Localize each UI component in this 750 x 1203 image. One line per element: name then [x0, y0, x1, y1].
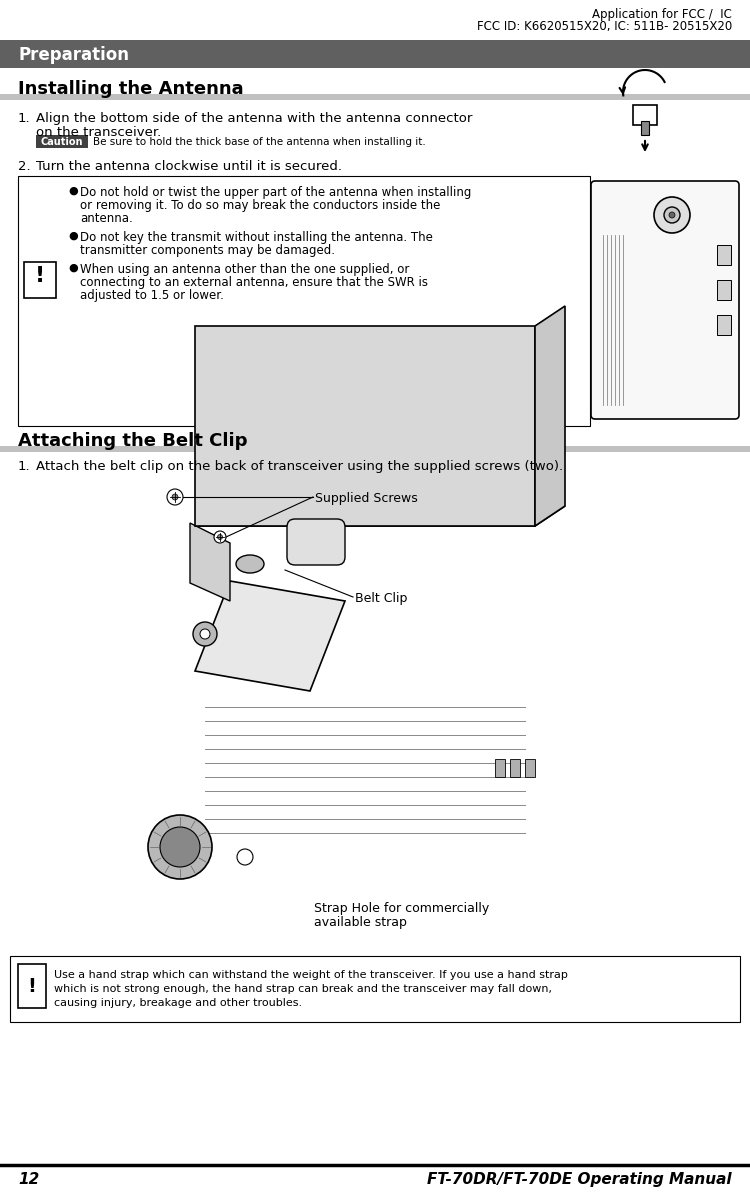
Text: 1.: 1.: [18, 112, 31, 125]
Bar: [0, 446, 750, 452]
Circle shape: [167, 488, 183, 505]
Text: transmitter components may be damaged.: transmitter components may be damaged.: [80, 244, 335, 257]
Bar: [641, 122, 649, 135]
Bar: [18, 176, 590, 426]
Text: ●: ●: [68, 186, 78, 196]
Text: FCC ID: K6620515X20, IC: 511B- 20515X20: FCC ID: K6620515X20, IC: 511B- 20515X20: [477, 20, 732, 32]
Text: causing injury, breakage and other troubles.: causing injury, breakage and other troub…: [54, 998, 302, 1008]
Polygon shape: [195, 506, 565, 526]
Circle shape: [214, 531, 226, 543]
Bar: [24, 262, 56, 298]
Text: When using an antenna other than the one supplied, or: When using an antenna other than the one…: [80, 263, 410, 275]
Circle shape: [664, 207, 680, 223]
Bar: [18, 964, 46, 1008]
Bar: [495, 759, 505, 777]
Text: 2.: 2.: [18, 160, 31, 173]
Text: Caution: Caution: [40, 137, 83, 147]
Bar: [717, 280, 731, 300]
Circle shape: [654, 197, 690, 233]
Bar: [36, 135, 88, 148]
Circle shape: [193, 622, 217, 646]
Text: adjusted to 1.5 or lower.: adjusted to 1.5 or lower.: [80, 289, 224, 302]
Text: Attaching the Belt Clip: Attaching the Belt Clip: [18, 432, 248, 450]
Text: Use a hand strap which can withstand the weight of the transceiver. If you use a: Use a hand strap which can withstand the…: [54, 970, 568, 980]
Circle shape: [148, 814, 212, 879]
FancyBboxPatch shape: [591, 180, 739, 419]
Text: which is not strong enough, the hand strap can break and the transceiver may fal: which is not strong enough, the hand str…: [54, 984, 552, 994]
Circle shape: [669, 212, 675, 218]
FancyBboxPatch shape: [287, 518, 345, 565]
Polygon shape: [195, 326, 535, 526]
Text: connecting to an external antenna, ensure that the SWR is: connecting to an external antenna, ensur…: [80, 275, 428, 289]
Text: on the transceiver.: on the transceiver.: [36, 126, 161, 140]
Text: !: !: [35, 266, 45, 286]
Text: Strap Hole for commercially: Strap Hole for commercially: [314, 902, 489, 915]
Bar: [0, 94, 750, 100]
Circle shape: [237, 849, 253, 865]
Text: available strap: available strap: [314, 915, 407, 929]
Text: Turn the antenna clockwise until it is secured.: Turn the antenna clockwise until it is s…: [36, 160, 342, 173]
Polygon shape: [190, 523, 230, 602]
Polygon shape: [535, 306, 565, 526]
Bar: [633, 105, 657, 125]
Circle shape: [200, 629, 210, 639]
Ellipse shape: [236, 555, 264, 573]
Circle shape: [172, 494, 178, 500]
Circle shape: [217, 534, 223, 539]
Text: 12: 12: [18, 1172, 39, 1187]
Text: Do not key the transmit without installing the antenna. The: Do not key the transmit without installi…: [80, 231, 433, 244]
Bar: [717, 245, 731, 265]
Text: 1.: 1.: [18, 460, 31, 473]
Text: Preparation: Preparation: [18, 46, 129, 64]
Bar: [510, 759, 520, 777]
Text: antenna.: antenna.: [80, 212, 133, 225]
Text: ●: ●: [68, 263, 78, 273]
Text: Supplied Screws: Supplied Screws: [315, 492, 418, 505]
Text: Do not hold or twist the upper part of the antenna when installing: Do not hold or twist the upper part of t…: [80, 186, 471, 198]
Bar: [525, 759, 535, 777]
Bar: [0, 40, 750, 69]
Text: Attach the belt clip on the back of transceiver using the supplied screws (two).: Attach the belt clip on the back of tran…: [36, 460, 563, 473]
Text: !: !: [28, 977, 37, 996]
Text: ●: ●: [68, 231, 78, 241]
Text: Belt Clip: Belt Clip: [355, 592, 407, 605]
Text: Be sure to hold the thick base of the antenna when installing it.: Be sure to hold the thick base of the an…: [93, 137, 426, 147]
Bar: [10, 956, 740, 1023]
Bar: [717, 315, 731, 334]
Text: Application for FCC /  IC: Application for FCC / IC: [592, 8, 732, 20]
Polygon shape: [195, 581, 345, 691]
Text: or removing it. To do so may break the conductors inside the: or removing it. To do so may break the c…: [80, 198, 440, 212]
Text: Installing the Antenna: Installing the Antenna: [18, 81, 244, 97]
Text: Align the bottom side of the antenna with the antenna connector: Align the bottom side of the antenna wit…: [36, 112, 472, 125]
Circle shape: [160, 826, 200, 867]
Text: FT-70DR/FT-70DE Operating Manual: FT-70DR/FT-70DE Operating Manual: [427, 1172, 732, 1187]
